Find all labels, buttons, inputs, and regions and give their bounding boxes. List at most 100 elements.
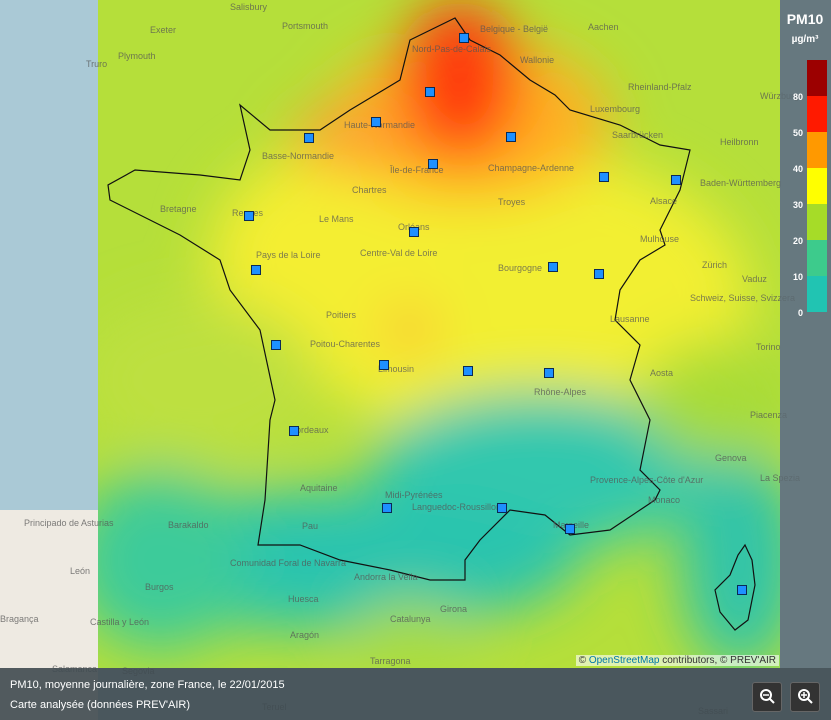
place-label: Basse-Normandie — [262, 151, 334, 161]
place-label: Aragón — [290, 630, 319, 640]
zoom-out[interactable] — [752, 682, 782, 712]
legend-band — [807, 168, 827, 204]
place-label: Saarbrücken — [612, 130, 663, 140]
place-label: Bordeaux — [290, 425, 329, 435]
place-label: Andorra la Vella — [354, 572, 418, 582]
legend-band — [807, 276, 827, 312]
station-marker — [428, 159, 438, 169]
place-label: Centre-Val de Loire — [360, 248, 437, 258]
attribution-prefix: © — [578, 655, 587, 666]
place-label: Baden-Württemberg — [700, 178, 781, 188]
station-marker — [425, 87, 435, 97]
sea — [0, 0, 98, 510]
place-label: Bragança — [0, 614, 39, 624]
place-label: Vaduz — [742, 274, 767, 284]
corsica-border — [714, 543, 756, 631]
station-marker — [497, 503, 507, 513]
place-label: Heilbronn — [720, 137, 759, 147]
legend-band — [807, 240, 827, 276]
place-label: Tarragona — [370, 656, 411, 666]
place-label: Exeter — [150, 25, 176, 35]
place-label: Principado de Asturias — [24, 518, 114, 528]
osm-link[interactable]: OpenStreetMap — [588, 655, 660, 666]
place-label: Troyes — [498, 197, 526, 207]
place-label: Bretagne — [160, 204, 197, 214]
place-label: Languedoc-Roussillon — [412, 502, 501, 512]
place-label: Schweiz, Suisse, Svizzera — [690, 293, 795, 303]
legend-title: PM10 — [787, 11, 824, 27]
place-label: Bourgogne — [498, 263, 542, 273]
caption-line: PM10, moyenne journalière, zone France, … — [10, 679, 285, 691]
station-marker — [599, 172, 609, 182]
place-label: Catalunya — [390, 614, 431, 624]
place-label: Lausanne — [610, 314, 650, 324]
legend-band — [807, 132, 827, 168]
legend-tick-label: 20 — [793, 236, 803, 246]
pollution-layer — [98, 0, 780, 668]
legend-unit: µg/m³ — [792, 34, 820, 45]
place-label: Castilla y León — [90, 617, 149, 627]
station-marker — [463, 366, 473, 376]
france-border — [107, 17, 691, 581]
station-marker — [544, 368, 554, 378]
place-label: Pau — [302, 521, 318, 531]
legend-tick-label: 30 — [793, 200, 803, 210]
caption-line: Carte analysée (données PREV'AIR) — [10, 699, 191, 711]
place-label: Plymouth — [118, 51, 156, 61]
station-marker — [506, 132, 516, 142]
place-label: Rheinland-Pfalz — [628, 82, 692, 92]
station-marker — [671, 175, 681, 185]
legend-tick-label: 0 — [798, 308, 803, 318]
place-label: Midi-Pyrénées — [385, 490, 443, 500]
place-label: Würzburg — [760, 91, 799, 101]
place-label: Mulhouse — [640, 234, 679, 244]
legend-band — [807, 204, 827, 240]
legend-tick-label: 80 — [793, 92, 803, 102]
place-label: Salisbury — [230, 2, 268, 12]
station-marker — [382, 503, 392, 513]
place-label: Poitou-Charentes — [310, 339, 381, 349]
place-label: Genova — [715, 453, 747, 463]
station-marker — [737, 585, 747, 595]
place-label: León — [70, 566, 90, 576]
station-marker — [379, 360, 389, 370]
station-marker — [271, 340, 281, 350]
station-marker — [244, 211, 254, 221]
legend-scale: 0 10 20 30 40 50 80 — [793, 60, 827, 318]
place-label: Monaco — [648, 495, 680, 505]
station-marker — [594, 269, 604, 279]
attribution: © OpenStreetMap contributors, © PREV'AIR — [575, 655, 779, 666]
place-label: Rhône-Alpes — [534, 387, 587, 397]
place-label: Torino — [756, 342, 781, 352]
place-label: Provence-Alpes-Côte d'Azur — [590, 475, 703, 485]
station-marker — [548, 262, 558, 272]
place-label: Portsmouth — [282, 21, 328, 31]
zoom-in[interactable] — [790, 682, 820, 712]
station-marker — [409, 227, 419, 237]
place-label: Île-de-France — [389, 165, 444, 175]
place-label: Truro — [86, 59, 107, 69]
place-label: Nord-Pas-de-Calais — [412, 44, 492, 54]
place-label: Piacenza — [750, 410, 787, 420]
place-label: Belgique - België — [480, 24, 548, 34]
place-label: Huesca — [288, 594, 319, 604]
place-label: Champagne-Ardenne — [488, 163, 574, 173]
caption-bar — [0, 668, 831, 720]
place-label: Chartres — [352, 185, 387, 195]
place-label: Girona — [440, 604, 467, 614]
place-label: Luxembourg — [590, 104, 640, 114]
place-label: Barakaldo — [168, 520, 209, 530]
stations — [244, 33, 747, 595]
legend-band — [807, 96, 827, 132]
station-marker — [565, 524, 575, 534]
attribution-suffix: contributors, © PREV'AIR — [662, 655, 776, 666]
place-label: Poitiers — [326, 310, 357, 320]
station-marker — [304, 133, 314, 143]
station-marker — [289, 426, 299, 436]
place-label: Pays de la Loire — [256, 250, 321, 260]
station-marker — [371, 117, 381, 127]
station-marker — [251, 265, 261, 275]
legend-tick-label: 40 — [793, 164, 803, 174]
